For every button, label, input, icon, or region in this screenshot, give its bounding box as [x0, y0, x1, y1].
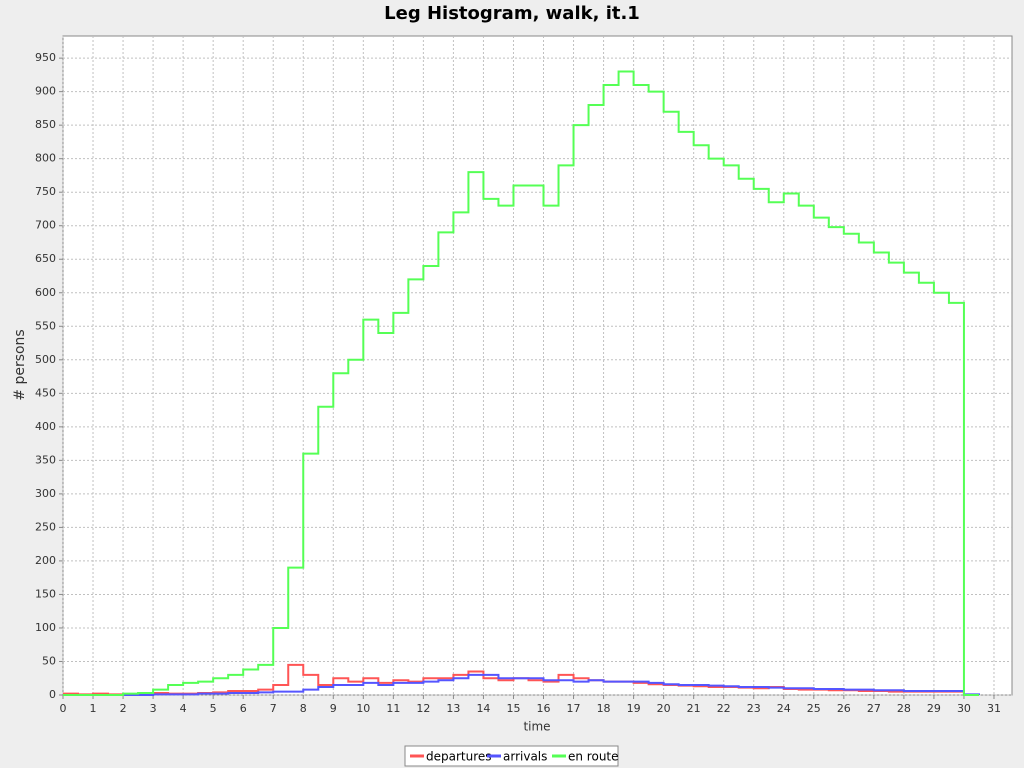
x-tick-label: 28 — [897, 702, 911, 715]
x-tick-label: 15 — [506, 702, 520, 715]
x-tick-label: 6 — [240, 702, 247, 715]
x-tick-label: 7 — [270, 702, 277, 715]
x-tick-label: 12 — [416, 702, 430, 715]
legend-box — [404, 745, 619, 767]
x-tick-label: 19 — [627, 702, 641, 715]
x-tick-label: 4 — [180, 702, 187, 715]
series-line — [63, 673, 980, 696]
legend-label: departures — [426, 750, 492, 764]
x-tick-label: 5 — [210, 702, 217, 715]
x-tick-label: 27 — [867, 702, 881, 715]
y-tick-label: 500 — [35, 353, 56, 366]
x-tick-label: 1 — [90, 702, 97, 715]
y-tick-label: 800 — [35, 152, 56, 165]
plot-area — [62, 35, 1013, 696]
y-tick-label: 400 — [35, 420, 56, 433]
x-tick-label: 13 — [446, 702, 460, 715]
y-tick-label: 200 — [35, 554, 56, 567]
x-tick-label: 29 — [927, 702, 941, 715]
y-axis-label: # persons — [12, 329, 28, 400]
y-tick-label: 100 — [35, 621, 56, 634]
x-tick-label: 0 — [60, 702, 67, 715]
y-tick-label: 250 — [35, 520, 56, 533]
x-tick-label: 26 — [837, 702, 851, 715]
x-tick-label: 9 — [330, 702, 337, 715]
y-tick-label: 550 — [35, 319, 56, 332]
legend-label: arrivals — [503, 750, 547, 764]
x-axis-label: time — [523, 720, 550, 734]
y-tick-label: 150 — [35, 587, 56, 600]
x-tick-label: 3 — [150, 702, 157, 715]
y-tick-label: 0 — [49, 688, 56, 701]
x-tick-label: 21 — [687, 702, 701, 715]
x-tick-label: 14 — [476, 702, 490, 715]
y-tick-label: 300 — [35, 487, 56, 500]
x-tick-label: 11 — [386, 702, 400, 715]
x-tick-label: 23 — [747, 702, 761, 715]
x-tick-label: 22 — [717, 702, 731, 715]
x-tick-label: 10 — [356, 702, 370, 715]
x-tick-label: 20 — [657, 702, 671, 715]
x-tick-label: 8 — [300, 702, 307, 715]
y-tick-label: 350 — [35, 453, 56, 466]
y-tick-label: 650 — [35, 252, 56, 265]
x-tick-label: 16 — [537, 702, 551, 715]
y-tick-label: 850 — [35, 118, 56, 131]
series-line — [63, 70, 979, 696]
y-tick-label: 50 — [42, 654, 56, 667]
x-tick-label: 31 — [987, 702, 1001, 715]
y-tick-label: 450 — [35, 386, 56, 399]
y-tick-label: 950 — [35, 51, 56, 64]
chart-title: Leg Histogram, walk, it.1 — [384, 3, 640, 24]
x-tick-label: 18 — [597, 702, 611, 715]
y-tick-label: 600 — [35, 286, 56, 299]
legend-label: en route — [568, 750, 619, 764]
x-tick-label: 2 — [120, 702, 127, 715]
y-tick-label: 900 — [35, 85, 56, 98]
x-tick-label: 17 — [567, 702, 581, 715]
y-tick-label: 700 — [35, 219, 56, 232]
x-tick-label: 24 — [777, 702, 791, 715]
x-tick-label: 30 — [957, 702, 971, 715]
y-tick-label: 750 — [35, 185, 56, 198]
x-tick-label: 25 — [807, 702, 821, 715]
